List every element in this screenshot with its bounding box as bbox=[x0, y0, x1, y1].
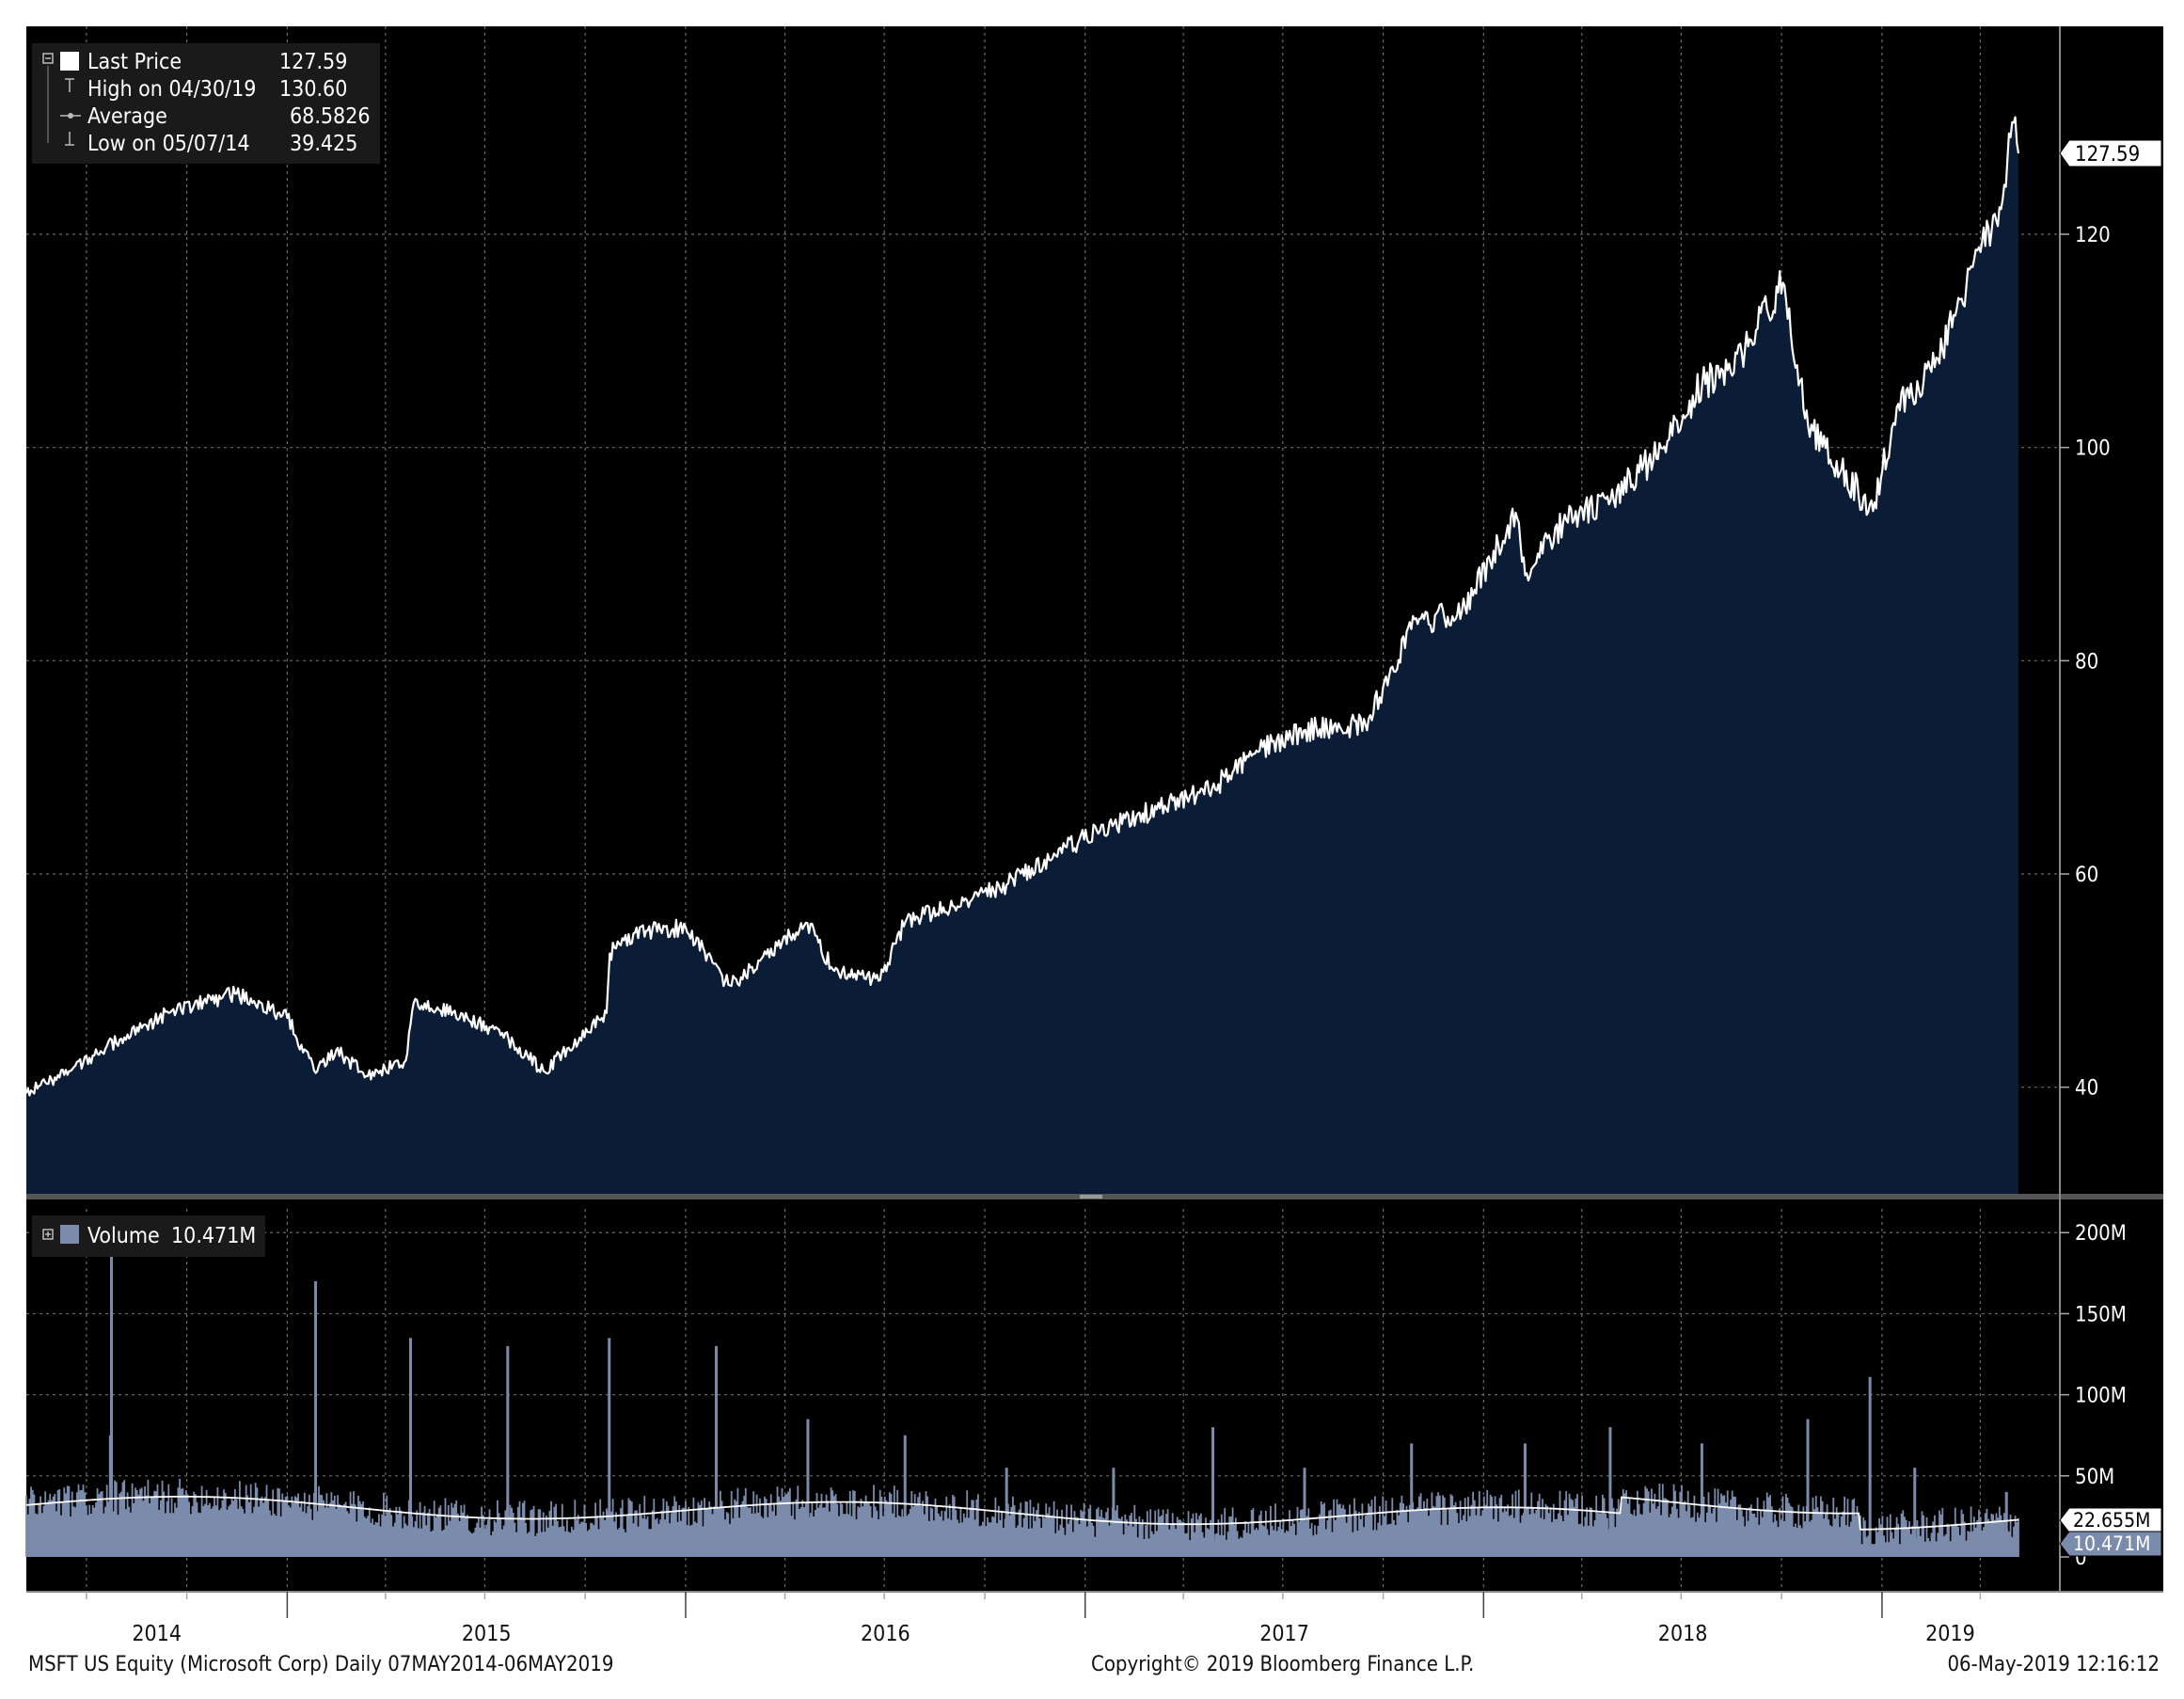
volume-bar-texture bbox=[25, 1478, 2019, 1557]
volume-legend: Volume 10.471M bbox=[32, 1215, 265, 1257]
price-tick-label-60: 60 bbox=[2075, 864, 2098, 887]
volume-last-tag-text: 10.471M bbox=[2073, 1532, 2150, 1555]
volume-moving-average-line bbox=[25, 1496, 2019, 1531]
last-price-tag: 127.59 bbox=[2059, 139, 2162, 167]
price-tick-label-80: 80 bbox=[2075, 650, 2098, 674]
x-tick-label-2017: 2017 bbox=[1259, 1622, 1309, 1646]
panel-divider-grip[interactable] bbox=[1080, 1195, 1102, 1199]
last-price-value: 127.59 bbox=[279, 50, 347, 74]
price-tick-label-120: 120 bbox=[2075, 224, 2111, 247]
volume-spike-bar bbox=[714, 1345, 718, 1557]
high-label: High on 04/30/19 bbox=[87, 77, 256, 102]
volume-tick-label-200M: 200M bbox=[2075, 1222, 2127, 1246]
volume-average-tag-text: 22.655M bbox=[2073, 1509, 2150, 1532]
average-value: 68.5826 bbox=[290, 104, 371, 129]
high-value: 130.60 bbox=[279, 77, 347, 102]
expand-toggle-icon[interactable] bbox=[42, 1229, 54, 1240]
low-value: 39.425 bbox=[290, 132, 357, 156]
price-tick-label-40: 40 bbox=[2075, 1077, 2098, 1101]
footer-timestamp: 06-May-2019 12:16:12 bbox=[1947, 1653, 2160, 1676]
x-tick-label-2016: 2016 bbox=[861, 1622, 910, 1646]
x-tick-label-2015: 2015 bbox=[462, 1622, 512, 1646]
volume-tick-label-100M: 100M bbox=[2075, 1385, 2127, 1408]
average-marker-dot bbox=[68, 113, 73, 119]
volume-spike-bar bbox=[1303, 1468, 1306, 1557]
volume-spike-bar bbox=[608, 1338, 611, 1557]
x-axis: 2014 2015 2016 2017 2018 2019 bbox=[86, 1592, 1982, 1646]
volume-spike-bar bbox=[314, 1280, 318, 1557]
price-legend-box bbox=[32, 43, 380, 164]
volume-spike-bar bbox=[806, 1419, 810, 1557]
price-tick-label-100: 100 bbox=[2075, 437, 2111, 461]
volume-spike-bar bbox=[1112, 1468, 1116, 1557]
volume-spike-bar bbox=[903, 1435, 907, 1557]
volume-swatch-icon bbox=[60, 1225, 79, 1244]
volume-spike-bar bbox=[2004, 1492, 2008, 1557]
price-line bbox=[24, 116, 2020, 1097]
volume-spike-bar bbox=[1913, 1468, 1917, 1557]
volume-spike-bar bbox=[1608, 1427, 1612, 1557]
volume-spike-bar bbox=[1410, 1443, 1414, 1557]
price-legend: Last Price 127.59 High on 04/30/19 130.6… bbox=[32, 43, 380, 164]
last-price-tag-shape bbox=[2059, 139, 2162, 167]
volume-value: 10.471M bbox=[171, 1224, 256, 1248]
x-tick-label-2014: 2014 bbox=[132, 1622, 182, 1646]
low-label: Low on 05/07/14 bbox=[87, 132, 250, 156]
last-price-label: Last Price bbox=[87, 50, 182, 74]
volume-spike-bar bbox=[110, 1240, 114, 1557]
volume-spike-bar bbox=[1868, 1376, 1872, 1557]
volume-last-tag-shape bbox=[2059, 1531, 2162, 1557]
volume-spike-bar bbox=[1806, 1419, 1810, 1557]
volume-average-tag-shape bbox=[2059, 1507, 2162, 1533]
price-area bbox=[26, 117, 2018, 1195]
volume-spike-bar bbox=[1523, 1443, 1527, 1557]
x-tick-label-2018: 2018 bbox=[1658, 1622, 1708, 1646]
volume-spike-bar bbox=[1700, 1443, 1703, 1557]
footer-security-info: MSFT US Equity (Microsoft Corp) Daily 07… bbox=[28, 1653, 613, 1676]
volume-spike-bar bbox=[506, 1345, 510, 1557]
volume-tags: 22.655M 10.471M bbox=[2059, 1507, 2162, 1557]
average-label: Average bbox=[87, 104, 167, 129]
x-tick-label-2019: 2019 bbox=[1925, 1622, 1975, 1646]
volume-spike-bar bbox=[1211, 1427, 1215, 1557]
last-price-swatch-icon bbox=[60, 52, 79, 71]
volume-spike-bar bbox=[409, 1338, 413, 1557]
collapse-toggle-icon[interactable] bbox=[42, 53, 54, 64]
footer-copyright: Copyright© 2019 Bloomberg Finance L.P. bbox=[1091, 1653, 1474, 1676]
volume-label: Volume bbox=[87, 1224, 160, 1248]
volume-tick-label-50M: 50M bbox=[2075, 1466, 2114, 1489]
volume-tick-label-150M: 150M bbox=[2075, 1303, 2127, 1326]
price-axis-ticks: 40 60 80 100 120 bbox=[2060, 224, 2111, 1101]
last-price-tag-text: 127.59 bbox=[2075, 143, 2140, 167]
